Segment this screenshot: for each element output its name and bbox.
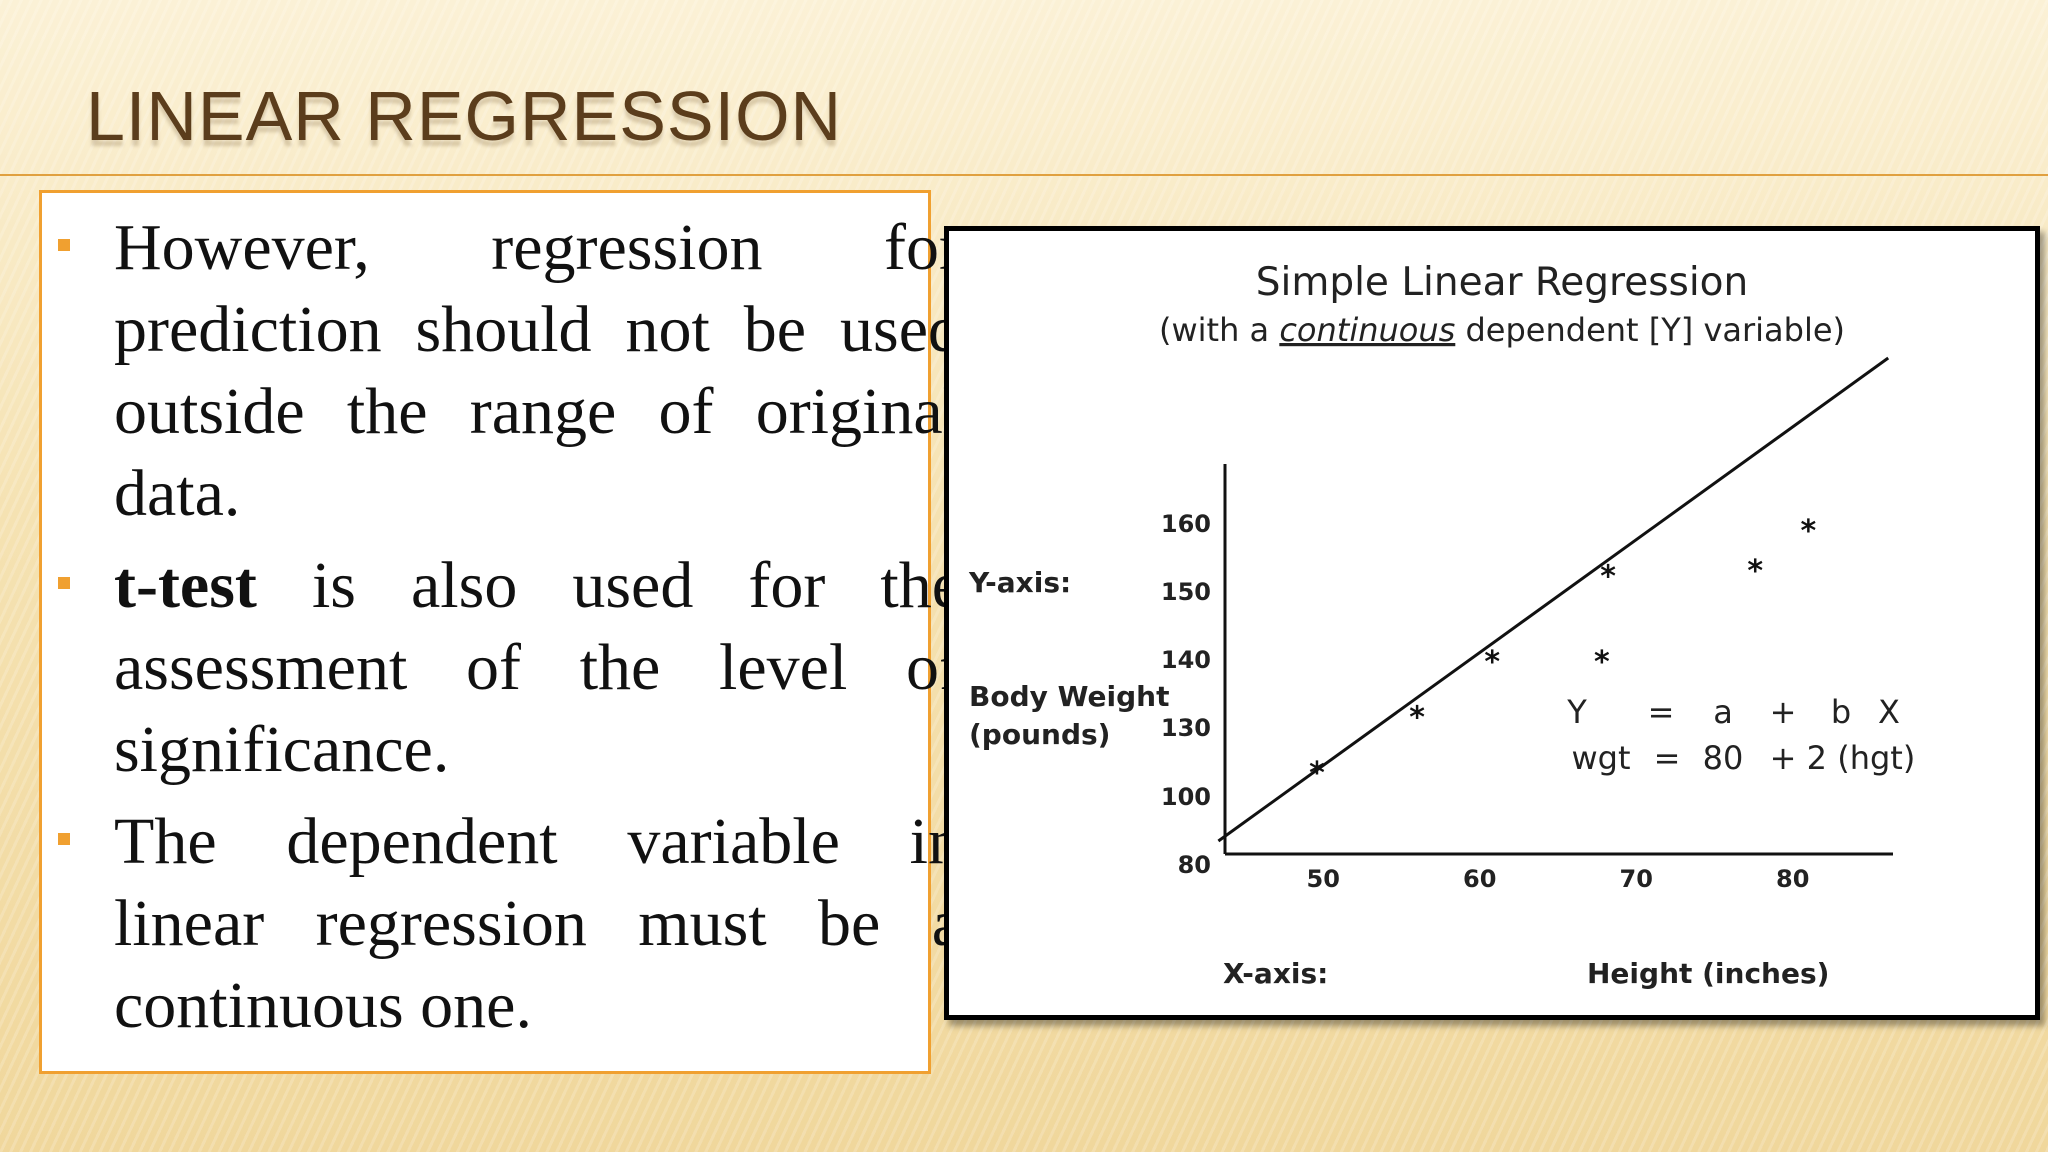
bullet-2-bold-term: t-test [114, 549, 257, 622]
bullet-2-text: is also used for the assessment of the l… [114, 549, 961, 786]
axis-ticks: 50 60 70 80 80 100 130 140 150 160 [1161, 510, 1810, 893]
equation-row2-token: 80 [1703, 739, 1744, 777]
x-tick-label: 60 [1463, 865, 1496, 893]
bullet-item-2: t-test is also used for the assessment o… [58, 545, 961, 791]
equation-row2-token: 2 (hgt) [1807, 739, 1916, 777]
equation-row2-token: + [1770, 739, 1797, 777]
equation-row2-token: wgt [1571, 739, 1630, 777]
x-axis-title: X-axis: [1223, 957, 1328, 990]
bullet-item-1: However, regression for prediction shoul… [58, 207, 961, 535]
data-point-star: * [1484, 645, 1500, 680]
square-bullet-icon [58, 577, 70, 589]
data-point-star: * [1309, 756, 1325, 791]
y-axis-label-line1: Body Weight [969, 680, 1169, 713]
regression-chart-image: Simple Linear Regression (with a continu… [944, 226, 2040, 1020]
y-tick-label: 80 [1178, 851, 1211, 879]
regression-chart: Simple Linear Regression (with a continu… [968, 260, 1915, 990]
x-tick-label: 80 [1776, 865, 1809, 893]
data-points: * * * * * * * [1309, 514, 1816, 791]
x-axis-label: Height (inches) [1587, 957, 1829, 990]
data-point-star: * [1801, 514, 1817, 549]
chart-subtitle-pre: (with a [1159, 311, 1279, 349]
bullet-3-text: The dependent variable in linear regress… [114, 805, 961, 1042]
chart-subtitle: (with a continuous dependent [Y] variabl… [1159, 311, 1845, 349]
regression-line [1217, 356, 1890, 843]
bullet-item-3: The dependent variable in linear regress… [58, 801, 961, 1047]
title-divider [0, 174, 2048, 176]
y-tick-label: 100 [1161, 783, 1211, 811]
y-tick-label: 130 [1161, 714, 1211, 742]
chart-subtitle-emphasis: continuous [1279, 311, 1455, 349]
equation-row1-token: = [1648, 693, 1675, 731]
data-point-star: * [1409, 701, 1425, 736]
x-tick-label: 70 [1620, 865, 1653, 893]
data-point-star: * [1594, 645, 1610, 680]
equation-row1-token: a [1713, 693, 1733, 731]
x-tick-label: 50 [1307, 865, 1340, 893]
square-bullet-icon [58, 239, 70, 251]
slide-title: LINEAR REGRESSION [86, 77, 843, 155]
bullet-text-box: However, regression for prediction shoul… [39, 190, 961, 1074]
equation-row1-token: + [1770, 693, 1797, 731]
y-tick-label: 150 [1161, 578, 1211, 606]
bullet-1-text: However, regression for prediction shoul… [114, 211, 961, 530]
y-tick-label: 140 [1161, 646, 1211, 674]
equation-row1-token: b [1831, 693, 1851, 731]
data-point-star: * [1747, 554, 1763, 589]
data-point-star: * [1600, 559, 1616, 594]
equation-row1-token: X [1878, 693, 1900, 731]
y-axis-label-line2: (pounds) [969, 718, 1110, 751]
equation-row2-token: = [1654, 739, 1681, 777]
y-tick-label: 160 [1161, 510, 1211, 538]
square-bullet-icon [58, 833, 70, 845]
chart-title: Simple Linear Regression [1256, 260, 1749, 305]
equation-row1-token: Y [1566, 693, 1587, 731]
chart-subtitle-post: dependent [Y] variable) [1455, 311, 1845, 349]
y-axis-title: Y-axis: [968, 566, 1071, 599]
bullet-list: However, regression for prediction shoul… [58, 207, 961, 1057]
